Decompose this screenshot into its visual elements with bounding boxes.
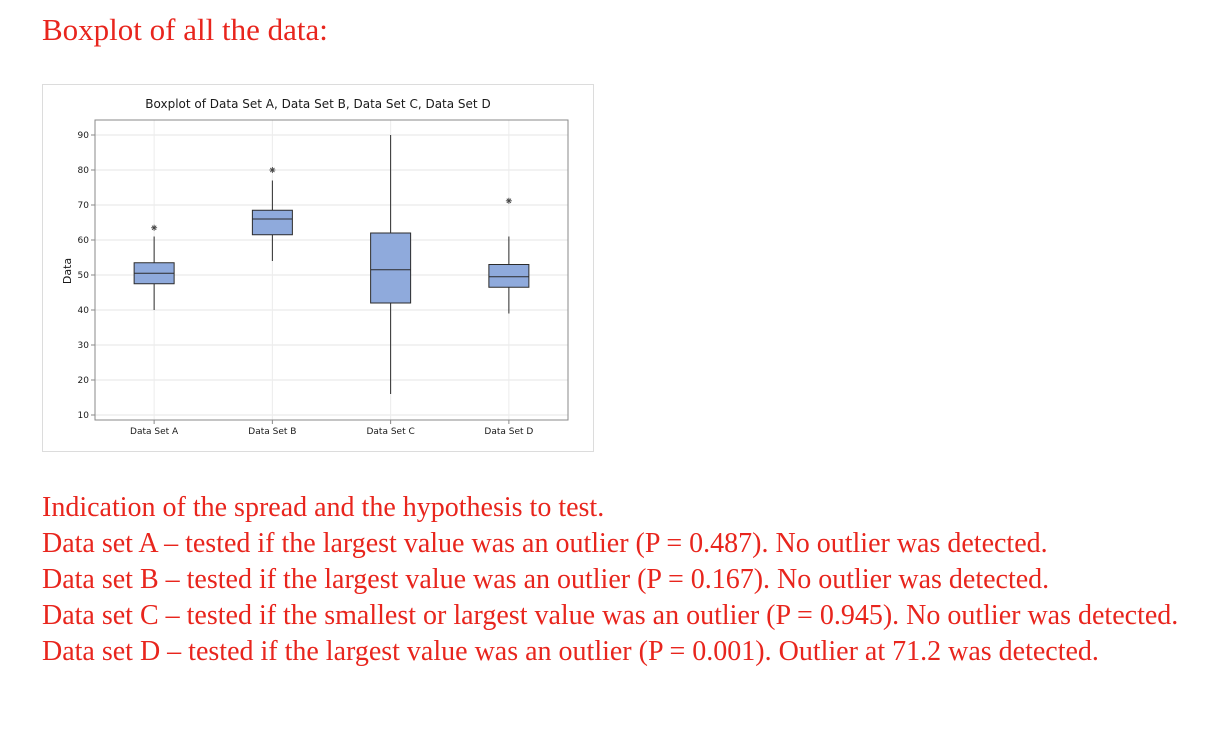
y-axis-label: Data (61, 258, 74, 284)
iqr-box (370, 232, 412, 304)
notes-block: Indication of the spread and the hypothe… (42, 490, 1212, 670)
boxplot-chart: Boxplot of Data Set A, Data Set B, Data … (42, 84, 594, 452)
x-tick-label: Data Set D (484, 427, 533, 437)
y-tick-label: 80 (78, 166, 90, 176)
plot-area (94, 119, 569, 421)
notes-line-set-b: Data set B – tested if the largest value… (42, 564, 1050, 595)
notes-line-set-a: Data set A – tested if the largest value… (42, 528, 1048, 559)
x-tick-label: Data Set A (130, 427, 179, 437)
box-4 (488, 197, 530, 314)
boxplot-svg: Boxplot of Data Set A, Data Set B, Data … (61, 97, 569, 437)
boxes (133, 135, 530, 394)
box-1 (133, 224, 175, 310)
y-tick-label: 20 (78, 376, 90, 386)
box-3 (370, 135, 412, 394)
box-2 (251, 167, 293, 261)
y-axis: 10 20 30 40 50 60 70 80 90 (78, 131, 95, 421)
y-tick-label: 30 (78, 341, 90, 351)
chart-title: Boxplot of Data Set A, Data Set B, Data … (145, 97, 490, 111)
outlier-stroke (269, 167, 275, 173)
outlier-point (269, 167, 276, 173)
y-tick-label: 90 (78, 131, 90, 141)
outlier-stroke (506, 198, 512, 204)
notes-line-intro: Indication of the spread and the hypothe… (42, 492, 605, 523)
outlier-point (151, 224, 158, 231)
y-tick-label: 10 (78, 411, 90, 421)
x-axis: Data Set A Data Set B Data Set C Data Set D (130, 420, 533, 437)
y-tick-label: 40 (78, 306, 90, 316)
iqr-box (488, 264, 530, 288)
outlier-stroke (151, 225, 157, 231)
notes-line-set-c: Data set C – tested if the smallest or l… (42, 600, 1179, 631)
x-tick-label: Data Set B (248, 427, 296, 437)
notes-line-set-d: Data set D – tested if the largest value… (42, 636, 1099, 667)
y-tick-label: 60 (78, 236, 90, 246)
page-heading: Boxplot of all the data: (42, 12, 328, 47)
iqr-box (251, 209, 293, 236)
y-tick-label: 50 (78, 271, 90, 281)
y-tick-label: 70 (78, 201, 90, 211)
outlier-point (505, 197, 512, 204)
x-tick-label: Data Set C (366, 427, 414, 437)
